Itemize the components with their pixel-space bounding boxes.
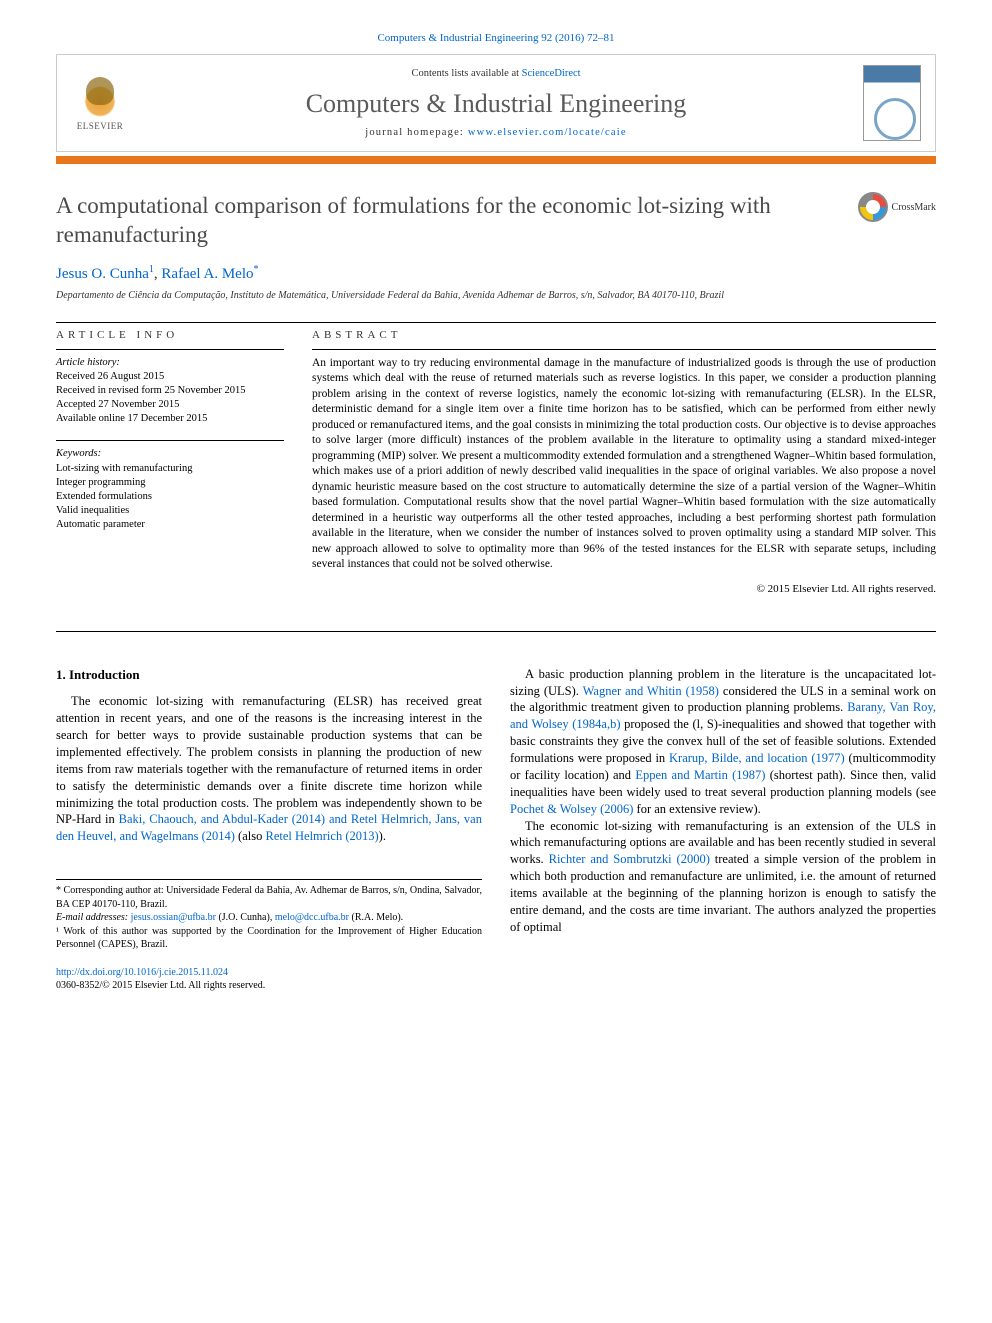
body-two-columns: 1. Introduction The economic lot-sizing …	[56, 666, 936, 992]
keywords-block: Keywords: Lot-sizing with remanufacturin…	[56, 447, 284, 532]
elsevier-logo: ELSEVIER	[71, 71, 129, 135]
footnote-1: ¹ Work of this author was supported by t…	[56, 925, 482, 952]
email-link-1[interactable]: jesus.ossian@ufba.br	[131, 912, 216, 923]
keyword-item: Valid inequalities	[56, 505, 129, 516]
article-title: A computational comparison of formulatio…	[56, 192, 858, 250]
article-history: Article history: Received 26 August 2015…	[56, 356, 284, 427]
text-run: ).	[379, 829, 386, 843]
divider-abstract	[312, 349, 936, 350]
elsevier-tree-icon	[78, 75, 122, 119]
email-who-2: (R.A. Melo).	[349, 912, 403, 923]
journal-title: Computers & Industrial Engineering	[149, 89, 843, 119]
article-info-column: article info Article history: Received 2…	[56, 329, 284, 595]
journal-homepage-link[interactable]: www.elsevier.com/locate/caie	[468, 127, 627, 138]
doi-link[interactable]: http://dx.doi.org/10.1016/j.cie.2015.11.…	[56, 967, 228, 978]
contents-available-line: Contents lists available at ScienceDirec…	[149, 68, 843, 79]
issn-copyright: 0360-8352/© 2015 Elsevier Ltd. All right…	[56, 980, 265, 991]
email-addresses: E-mail addresses: jesus.ossian@ufba.br (…	[56, 911, 482, 925]
body-column-right: A basic production planning problem in t…	[510, 666, 936, 992]
author-link-2[interactable]: Rafael A. Melo	[161, 266, 253, 282]
email-label: E-mail addresses:	[56, 912, 128, 923]
history-revised: Received in revised form 25 November 201…	[56, 385, 246, 396]
journal-cover-thumbnail	[863, 65, 921, 141]
divider-info	[56, 349, 284, 350]
ref-link[interactable]: Wagner and Whitin (1958)	[583, 684, 719, 698]
abstract-label: abstract	[312, 329, 936, 341]
crossmark-badge[interactable]: CrossMark	[858, 192, 936, 222]
ref-link[interactable]: Retel Helmrich (2013)	[265, 829, 378, 843]
author-corr-sup[interactable]: *	[253, 264, 258, 275]
text-run: (also	[235, 829, 266, 843]
text-run: for an extensive review).	[633, 802, 760, 816]
authors-line: Jesus O. Cunha1, Rafael A. Melo*	[56, 264, 936, 283]
crossmark-icon	[858, 192, 888, 222]
body-column-left: 1. Introduction The economic lot-sizing …	[56, 666, 482, 992]
accent-bar	[56, 156, 936, 164]
abstract-copyright: © 2015 Elsevier Ltd. All rights reserved…	[312, 583, 936, 595]
author-link-1[interactable]: Jesus O. Cunha	[56, 266, 149, 282]
history-received: Received 26 August 2015	[56, 371, 164, 382]
text-run: The economic lot-sizing with remanufactu…	[56, 694, 482, 826]
history-online: Available online 17 December 2015	[56, 413, 207, 424]
crossmark-label: CrossMark	[892, 202, 936, 213]
keyword-item: Lot-sizing with remanufacturing	[56, 463, 192, 474]
ref-link[interactable]: Krarup, Bilde, and location (1977)	[669, 751, 845, 765]
publisher-name: ELSEVIER	[77, 121, 124, 131]
footer-links: http://dx.doi.org/10.1016/j.cie.2015.11.…	[56, 966, 482, 992]
divider-keywords	[56, 440, 284, 441]
affiliation: Departamento de Ciência da Computação, I…	[56, 289, 936, 302]
homepage-prefix: journal homepage:	[365, 127, 468, 138]
footnotes-block: * Corresponding author at: Universidade …	[56, 879, 482, 952]
email-link-2[interactable]: melo@dcc.ufba.br	[275, 912, 349, 923]
email-who-1: (J.O. Cunha),	[216, 912, 275, 923]
article-info-label: article info	[56, 329, 284, 341]
ref-link[interactable]: Richter and Sombrutzki (2000)	[549, 852, 710, 866]
keywords-label: Keywords:	[56, 448, 101, 459]
keyword-item: Extended formulations	[56, 491, 152, 502]
section-1-heading: 1. Introduction	[56, 666, 482, 684]
keyword-item: Automatic parameter	[56, 519, 145, 530]
intro-paragraph-3: The economic lot-sizing with remanufactu…	[510, 818, 936, 936]
ref-link[interactable]: Pochet & Wolsey (2006)	[510, 802, 633, 816]
abstract-column: abstract An important way to try reducin…	[312, 329, 936, 595]
citation-line: Computers & Industrial Engineering 92 (2…	[56, 32, 936, 44]
abstract-text: An important way to try reducing environ…	[312, 356, 936, 573]
history-accepted: Accepted 27 November 2015	[56, 399, 179, 410]
homepage-line: journal homepage: www.elsevier.com/locat…	[149, 127, 843, 138]
divider-bottom	[56, 631, 936, 632]
corresponding-author-note: * Corresponding author at: Universidade …	[56, 884, 482, 911]
divider-top	[56, 322, 936, 323]
ref-link[interactable]: Eppen and Martin (1987)	[635, 768, 765, 782]
contents-prefix: Contents lists available at	[411, 68, 521, 79]
intro-paragraph-2: A basic production planning problem in t…	[510, 666, 936, 818]
sciencedirect-link[interactable]: ScienceDirect	[522, 68, 581, 79]
journal-header: ELSEVIER Contents lists available at Sci…	[56, 54, 936, 152]
keyword-item: Integer programming	[56, 477, 146, 488]
intro-paragraph-1: The economic lot-sizing with remanufactu…	[56, 693, 482, 845]
history-label: Article history:	[56, 357, 120, 368]
